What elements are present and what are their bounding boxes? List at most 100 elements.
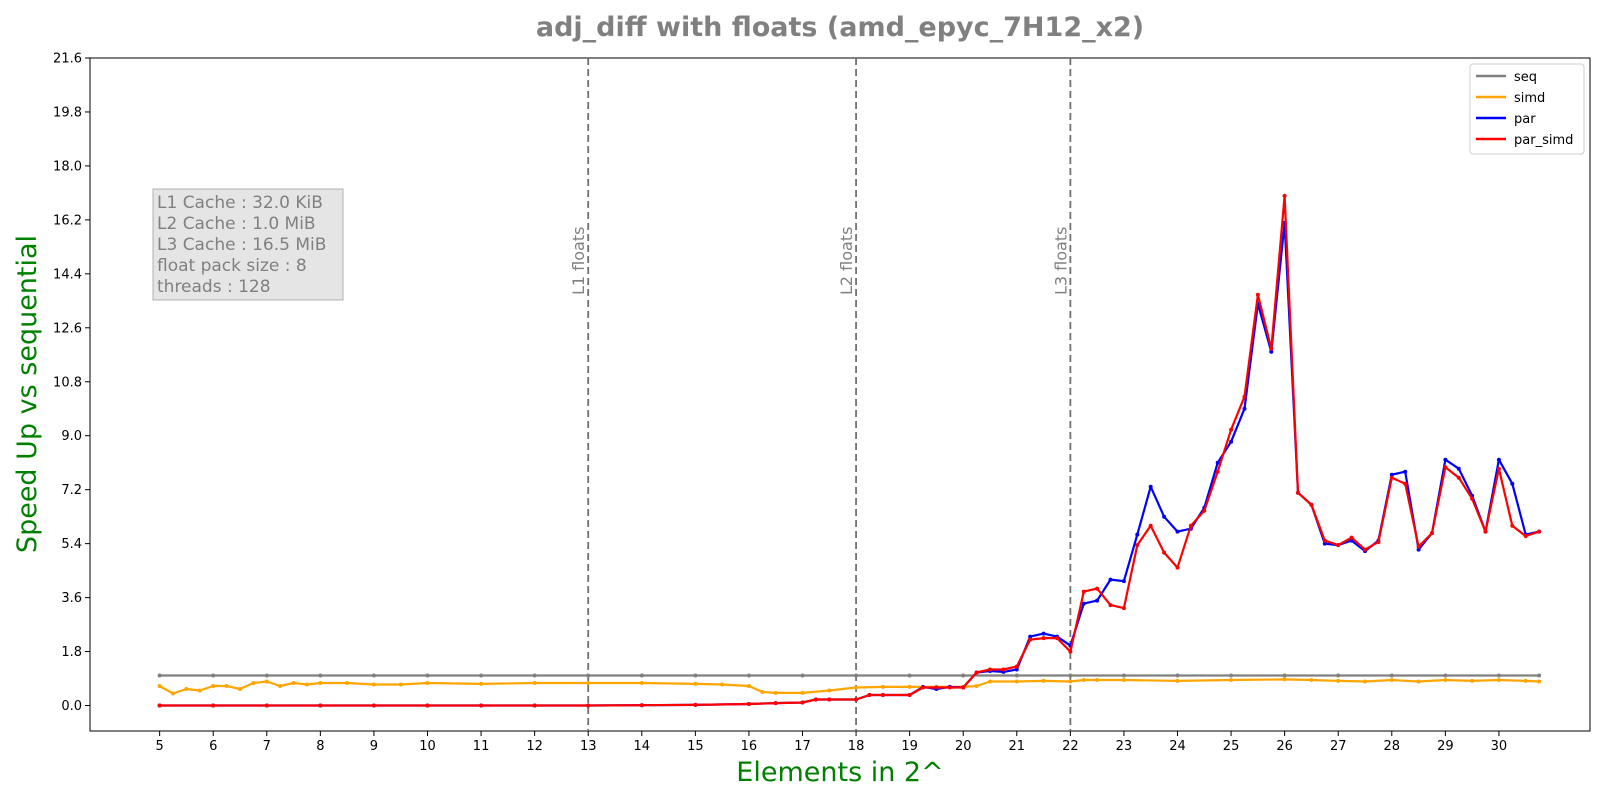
data-point	[1403, 481, 1408, 486]
data-point	[693, 681, 698, 686]
data-point	[425, 703, 430, 708]
data-point	[1456, 475, 1461, 480]
x-tick-label: 16	[741, 739, 758, 754]
data-point	[371, 703, 376, 708]
data-point	[532, 681, 537, 685]
data-point	[1296, 490, 1300, 495]
data-point	[639, 673, 644, 678]
data-point	[988, 679, 992, 684]
data-point	[197, 688, 202, 693]
data-point	[398, 682, 403, 687]
data-point	[1095, 586, 1100, 591]
data-point	[720, 682, 725, 687]
y-tick-label: 5.4	[61, 537, 82, 552]
data-point	[1135, 532, 1140, 537]
data-point	[827, 697, 832, 702]
data-point	[425, 673, 430, 678]
x-tick-label: 27	[1330, 739, 1347, 754]
data-point	[854, 685, 859, 690]
data-point	[251, 681, 256, 685]
x-tick-label: 29	[1437, 739, 1454, 754]
legend-label-seq: seq	[1514, 70, 1537, 85]
data-point	[1282, 677, 1287, 682]
series-par-simd	[157, 193, 1542, 708]
data-point	[974, 684, 979, 688]
data-point	[1148, 523, 1153, 528]
data-point	[813, 697, 818, 702]
data-point	[479, 681, 484, 686]
data-point	[1363, 547, 1367, 552]
data-point	[1363, 679, 1367, 684]
data-point	[760, 690, 765, 694]
data-point	[1389, 673, 1394, 678]
data-point	[746, 684, 751, 688]
data-point	[1121, 606, 1126, 611]
data-point	[1389, 475, 1394, 480]
data-point	[961, 673, 966, 678]
legend-box	[1469, 63, 1585, 155]
data-point	[371, 682, 376, 687]
data-point	[1389, 472, 1394, 477]
data-point	[1229, 439, 1234, 444]
data-point	[1108, 603, 1113, 608]
data-point	[1041, 678, 1046, 683]
data-point	[1188, 523, 1193, 528]
series-simd	[157, 677, 1542, 696]
x-tick-label: 9	[370, 739, 378, 754]
data-point	[532, 703, 537, 708]
data-point	[1403, 469, 1408, 474]
data-point	[639, 703, 644, 708]
plot-frame	[89, 57, 1591, 732]
data-point	[1055, 636, 1059, 641]
x-tick-label: 20	[955, 739, 972, 754]
data-point	[800, 673, 805, 678]
data-point	[1242, 406, 1247, 411]
x-tick-label: 6	[209, 739, 217, 754]
data-point	[211, 703, 216, 708]
legend-label-par: par	[1514, 112, 1536, 127]
data-point	[318, 673, 323, 678]
data-point	[1175, 678, 1180, 683]
data-point	[371, 673, 376, 678]
data-point	[1041, 631, 1046, 636]
x-tick-label: 18	[848, 739, 865, 754]
data-point	[1537, 529, 1542, 534]
cache-lines: L1 floats L2 floats L3 floats	[569, 58, 1072, 731]
data-point	[264, 673, 269, 678]
x-axis-label: Elements in 2^	[736, 757, 943, 788]
data-point	[291, 681, 296, 685]
data-point	[211, 673, 216, 678]
cache-line-label: L2 floats	[837, 227, 856, 295]
data-point	[318, 681, 323, 685]
data-point	[171, 691, 175, 696]
data-point	[1336, 678, 1341, 683]
data-point	[238, 687, 242, 691]
data-point	[1175, 529, 1180, 534]
x-tick-label: 14	[634, 739, 651, 754]
x-tick-label: 30	[1491, 739, 1508, 754]
data-point	[1175, 673, 1180, 678]
data-point	[479, 673, 484, 678]
series-layer	[157, 193, 1542, 708]
data-point	[1537, 679, 1542, 684]
data-point	[800, 700, 805, 705]
data-point	[1081, 678, 1086, 682]
data-point	[1416, 679, 1421, 684]
data-point	[1282, 673, 1287, 678]
x-tick-label: 5	[156, 739, 164, 754]
data-point	[907, 693, 912, 697]
data-point	[1001, 667, 1006, 672]
y-axis-label: Speed Up vs sequential	[12, 235, 43, 553]
data-point	[425, 681, 430, 685]
y-axis-ticks: 0.0 1.8 3.6 5.4 7.2 9.0 10.8 12.6 14.4 16.2 18.0 19…	[53, 52, 90, 714]
data-point	[1336, 673, 1341, 678]
data-point	[907, 684, 912, 689]
data-point	[1483, 529, 1488, 534]
data-point	[345, 681, 350, 685]
data-point	[157, 684, 162, 688]
info-box-background	[152, 188, 344, 301]
data-point	[264, 703, 269, 708]
data-point	[1081, 601, 1086, 606]
data-point	[1416, 544, 1421, 549]
